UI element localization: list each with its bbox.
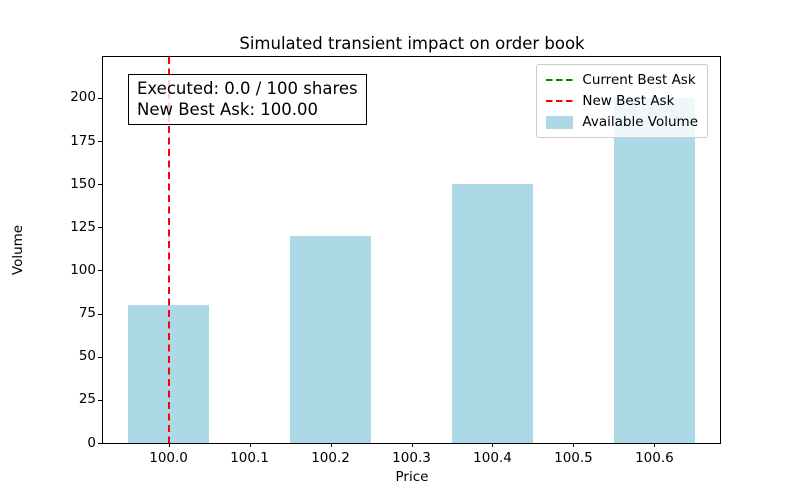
legend-dashed-line-swatch bbox=[546, 100, 574, 102]
legend-row: Current Best Ask bbox=[546, 72, 698, 88]
x-tick-label: 100.6 bbox=[635, 450, 674, 466]
x-tick-mark bbox=[573, 443, 575, 447]
y-tick-label: 0 bbox=[87, 434, 96, 451]
y-tick-mark bbox=[98, 270, 102, 272]
plot-area: 100.0 100.1 100.2 100.3 100.4 100.5 100.6 0 25 50… bbox=[70, 56, 721, 466]
legend-label: New Best Ask bbox=[582, 93, 675, 109]
annotation-line-new-best-ask: New Best Ask: 100.00 bbox=[137, 99, 318, 119]
bar bbox=[451, 184, 533, 443]
y-tick-mark bbox=[98, 184, 102, 186]
y-tick-mark bbox=[98, 356, 102, 358]
legend: Current Best Ask New Best Ask Available Vo… bbox=[536, 64, 708, 138]
x-tick-label: 100.3 bbox=[392, 450, 431, 466]
x-tick-mark bbox=[168, 443, 170, 447]
legend-label: Available Volume bbox=[582, 114, 698, 130]
chart-title: Simulated transient impact on order book bbox=[239, 34, 585, 53]
x-axis-label: Price bbox=[395, 469, 429, 485]
y-tick-mark bbox=[98, 141, 102, 143]
y-tick-label: 100 bbox=[70, 261, 96, 278]
y-tick-mark bbox=[98, 399, 102, 401]
annotation-box: Executed: 0.0 / 100 shares New Best Ask:… bbox=[128, 74, 367, 125]
x-tick-label: 100.0 bbox=[149, 450, 188, 466]
y-tick-label: 50 bbox=[78, 348, 96, 365]
y-tick-label: 200 bbox=[70, 89, 96, 106]
y-tick-mark bbox=[98, 97, 102, 99]
legend-row: Available Volume bbox=[546, 114, 698, 130]
x-tick-label: 100.4 bbox=[473, 450, 512, 466]
y-tick-label: 175 bbox=[70, 132, 96, 149]
x-tick-mark bbox=[654, 443, 656, 447]
x-tick-mark bbox=[249, 443, 251, 447]
bar bbox=[613, 97, 695, 443]
x-tick-mark bbox=[492, 443, 494, 447]
legend-row: New Best Ask bbox=[546, 93, 698, 109]
y-tick-label: 25 bbox=[78, 391, 96, 408]
x-tick-mark bbox=[330, 443, 332, 447]
y-tick-mark bbox=[98, 443, 102, 444]
y-tick-mark bbox=[98, 313, 102, 315]
legend-dashed-line-swatch bbox=[546, 79, 574, 81]
y-tick-mark bbox=[98, 227, 102, 229]
x-tick-label: 100.1 bbox=[230, 450, 269, 466]
y-tick-label: 75 bbox=[78, 305, 96, 322]
y-tick-label: 125 bbox=[70, 218, 96, 235]
bar bbox=[290, 235, 371, 443]
legend-patch-swatch bbox=[546, 115, 574, 129]
new-best-ask-line bbox=[167, 57, 170, 443]
annotation-line-executed: Executed: 0.0 / 100 shares bbox=[137, 79, 358, 98]
y-axis-label: Volume bbox=[10, 224, 26, 276]
x-tick-mark bbox=[411, 443, 413, 447]
x-tick-label: 100.2 bbox=[311, 450, 350, 466]
y-tick-label: 150 bbox=[70, 175, 96, 192]
x-tick-label: 100.5 bbox=[554, 450, 593, 466]
legend-label: Current Best Ask bbox=[582, 72, 696, 88]
